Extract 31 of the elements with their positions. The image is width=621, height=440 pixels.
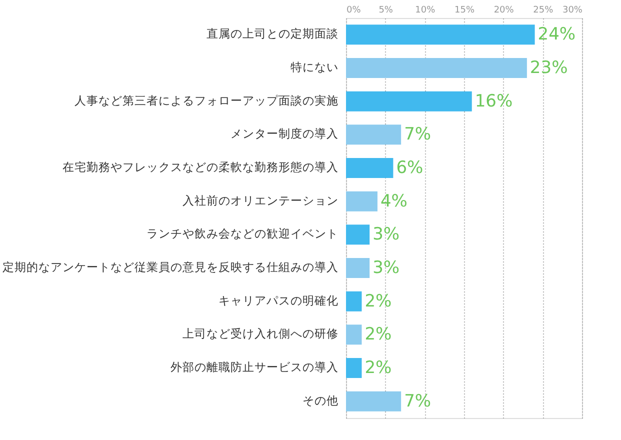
data-label: 3% [372, 224, 400, 245]
x-tick-label: 30% [562, 6, 583, 16]
data-label: 23% [530, 58, 568, 78]
data-label: 2% [364, 358, 392, 378]
data-label: 6% [396, 158, 424, 178]
y-tick-label: キャリアパスの明確化 [218, 293, 338, 308]
y-tick-label: 入社前のオリエンテーション [182, 193, 338, 208]
x-tick-label: 10% [415, 6, 436, 16]
y-tick-label: メンター制度の導入 [230, 126, 338, 141]
data-label: 24% [538, 24, 576, 45]
y-tick-label: 上司など受け入れ側への研修 [182, 326, 338, 341]
data-label: 4% [380, 191, 408, 212]
y-tick-label: 人事など第三者によるフォローアップ面談の実施 [74, 93, 338, 108]
x-tick-label: 5% [378, 6, 394, 16]
x-tick-label: 25% [533, 6, 554, 16]
data-label: 2% [364, 324, 392, 345]
x-tick-label: 20% [494, 6, 514, 16]
x-tick-label: 0% [346, 6, 362, 16]
x-tick-label: 15% [454, 6, 475, 16]
y-tick-label: 直属の上司との定期面談 [206, 26, 338, 41]
data-label: 2% [364, 291, 392, 312]
data-label: 16% [474, 91, 513, 112]
data-label: 3% [372, 258, 400, 278]
y-tick-label: 特にない [290, 60, 338, 74]
data-label: 7% [404, 124, 432, 145]
y-tick-label: ランチや飲み会などの歓迎イベント [146, 226, 338, 241]
y-tick-label: その他 [302, 393, 338, 408]
y-tick-label: 定期的なアンケートなど従業員の意見を反映する仕組みの導入 [2, 260, 338, 274]
data-label: 7% [404, 391, 432, 412]
y-tick-label: 在宅勤務やフレックスなどの柔軟な勤務形態の導入 [62, 160, 338, 174]
y-tick-label: 外部の離職防止サービスの導入 [170, 360, 338, 374]
